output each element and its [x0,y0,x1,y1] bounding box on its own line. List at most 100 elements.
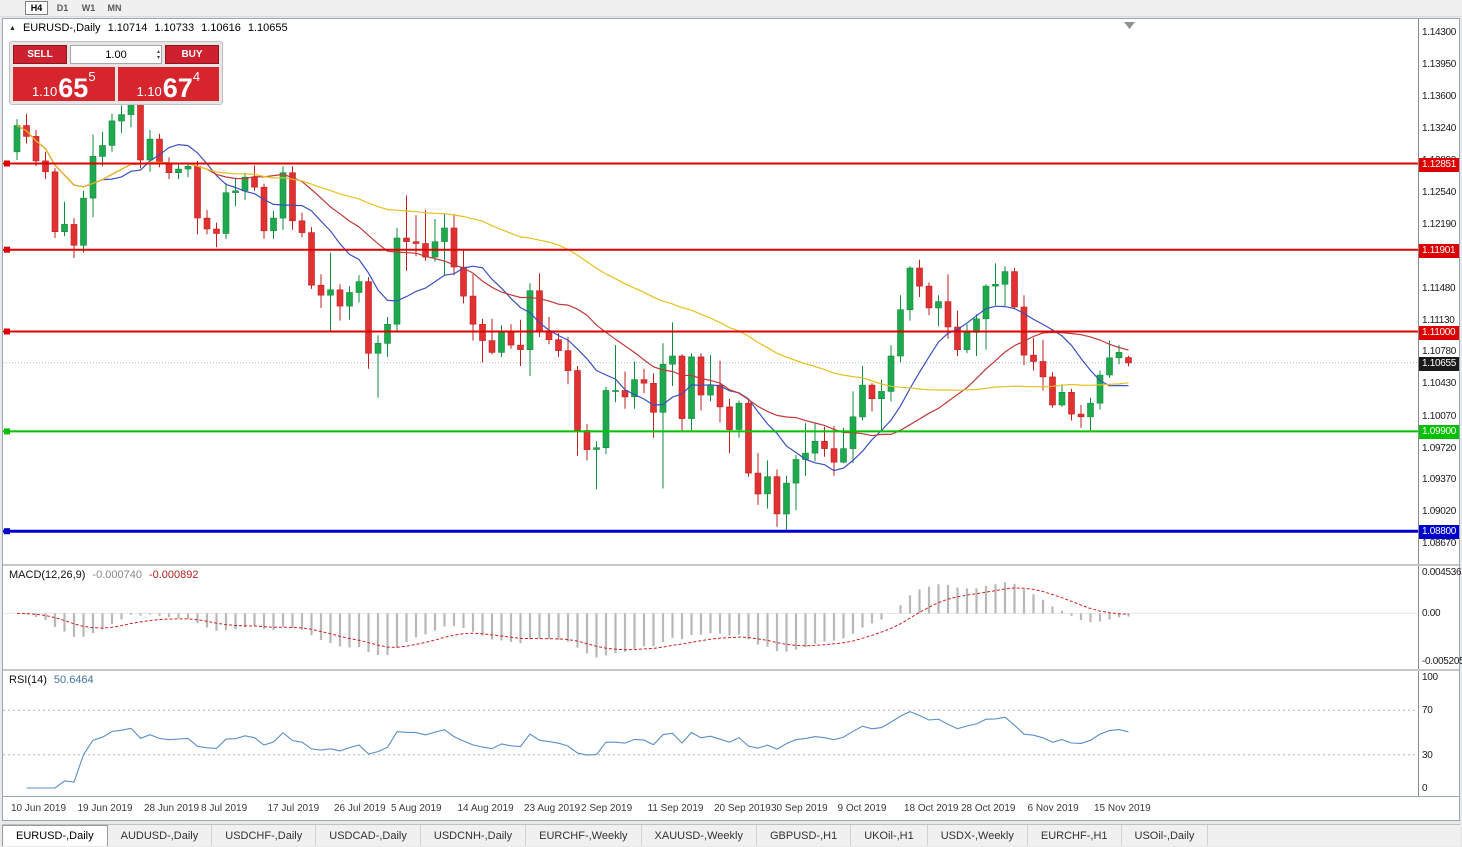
rsi-label: RSI(14) 50.6464 [9,674,94,686]
price-axis-label: 1.09370 [1422,474,1457,486]
price-axis-label: 1.10070 [1422,410,1457,422]
rsi-axis-label: 0 [1422,783,1428,794]
price-line-badge[interactable]: 1.11901 [1419,243,1459,258]
chart-tab-gbpusd[interactable]: GBPUSD-,H1 [757,825,852,846]
time-axis-label: 28 Oct 2019 [961,803,1016,814]
macd-signal-value: -0.000892 [148,569,199,581]
rsi-axis-label: 100 [1422,672,1438,683]
chart-shift-marker [1124,22,1135,29]
rsi-name: RSI(14) [9,674,47,686]
sell-button[interactable]: SELL [13,45,67,64]
price-axis-label: 1.08670 [1422,538,1457,549]
time-axis-label: 26 Jul 2019 [334,803,386,814]
macd-axis-label: 0.004536 [1422,567,1462,578]
chart-tab-bar: EURUSD-,Daily AUDUSD-,Daily USDCHF-,Daily U… [2,824,1460,846]
time-axis-label: 28 Jun 2019 [144,803,200,814]
panel-divider[interactable] [3,564,1459,566]
ohlc-high: 1.10733 [154,22,195,34]
chart-tab-usdcad[interactable]: USDCAD-,Daily [316,825,421,846]
chart-tab-audusd[interactable]: AUDUSD-,Daily [108,825,213,846]
chart-window: 1.143001.139501.136001.132401.128901.125… [2,18,1462,821]
buy-price-pips: 67 [162,72,193,103]
time-axis-label: 11 Sep 2019 [647,803,704,814]
buy-button[interactable]: BUY [165,45,219,64]
macd-indicator-chart[interactable] [3,566,1418,669]
price-axis-label: 1.12540 [1422,186,1457,198]
current-price-badge: 1.10655 [1419,356,1459,371]
chart-tab-eurchf[interactable]: EURCHF-,Weekly [526,825,642,846]
timeframe-mn-button[interactable]: MN [103,1,126,15]
chart-title: ▲ EURUSD-,Daily 1.10714 1.10733 1.10616 … [9,22,288,34]
price-axis-label: 1.09020 [1422,506,1457,518]
ohlc-close: 1.10655 [247,22,288,34]
buy-price-box[interactable]: 1.10 67 4 [117,67,219,103]
buy-price-point: 4 [192,69,201,84]
price-line-badge[interactable]: 1.12851 [1419,157,1459,172]
volume-up-icon[interactable]: ▴ [156,48,160,55]
price-axis-label: 1.13240 [1422,123,1457,135]
ohlc-low: 1.10616 [201,22,241,34]
timeframe-w1-button[interactable]: W1 [77,1,100,15]
time-axis-label: 23 Aug 2019 [524,803,581,814]
time-axis-label: 6 Nov 2019 [1027,803,1079,814]
macd-main-value: -0.000740 [92,569,142,581]
volume-value: 1.00 [105,48,127,61]
price-line-badge[interactable]: 1.09900 [1419,425,1459,440]
sell-price-base: 1.10 [31,83,58,99]
chart-tab-xauusd[interactable]: XAUUSD-,Weekly [642,825,757,846]
price-axis-label: 1.12190 [1422,218,1457,230]
macd-axis-label: 0.00 [1422,608,1441,620]
chart-tab-ukoil[interactable]: UKOil-,H1 [851,825,928,846]
volume-input[interactable]: 1.00 ▴ ▾ [70,45,162,64]
price-axis-label: 1.10780 [1422,346,1457,358]
one-click-collapse-icon[interactable]: ▲ [9,24,16,32]
time-axis-label: 9 Oct 2019 [837,803,887,814]
chart-tab-usdx[interactable]: USDX-,Weekly [928,825,1028,846]
price-line-badge[interactable]: 1.08800 [1419,525,1459,540]
chart-tab-usdchf[interactable]: USDCHF-,Daily [212,825,317,846]
chart-tab-usdcnh[interactable]: USDCNH-,Daily [421,825,527,846]
time-axis[interactable]: 10 Jun 2019 19 Jun 2019 28 Jun 2019 8 Jul 2… [3,796,1459,820]
time-axis-label: 15 Nov 2019 [1094,803,1151,814]
one-click-trading-panel: SELL 1.00 ▴ ▾ BUY 1.10 65 5 1.10 67 4 [9,41,223,105]
panel-divider[interactable] [3,669,1459,671]
time-axis-label: 18 Oct 2019 [904,803,959,814]
sell-price-point: 5 [88,69,96,84]
price-axis-label: 1.11130 [1422,314,1455,326]
price-axis-label: 1.10430 [1422,378,1457,390]
price-axis[interactable]: 1.143001.139501.136001.132401.128901.125… [1418,19,1462,796]
price-axis-label: 1.09720 [1422,442,1457,454]
time-axis-label: 30 Sep 2019 [771,803,828,814]
ohlc-open: 1.10714 [107,22,148,34]
macd-label: MACD(12,26,9) -0.000740 -0.000892 [9,569,199,581]
time-axis-label: 8 Jul 2019 [201,803,248,814]
macd-axis-label: -0.005205 [1422,656,1462,667]
timeframe-toolbar: H4 D1 W1 MN [0,0,1462,17]
price-axis-label: 1.13950 [1422,58,1457,70]
time-axis-label: 2 Sep 2019 [581,803,633,814]
rsi-axis-label: 30 [1422,749,1433,761]
macd-name: MACD(12,26,9) [9,569,86,581]
chart-symbol-period: EURUSD-,Daily [22,22,101,34]
price-axis-label: 1.13600 [1422,90,1457,102]
time-axis-label: 14 Aug 2019 [457,803,514,814]
timeframe-d1-button[interactable]: D1 [51,1,74,15]
volume-down-icon[interactable]: ▾ [156,54,160,61]
time-axis-label: 19 Jun 2019 [77,803,133,814]
sell-price-box[interactable]: 1.10 65 5 [13,67,115,101]
timeframe-h4-button[interactable]: H4 [25,1,48,15]
rsi-axis-label: 70 [1422,705,1433,717]
rsi-value: 50.6464 [53,674,94,686]
time-axis-label: 20 Sep 2019 [714,803,771,814]
time-axis-label: 5 Aug 2019 [391,803,442,814]
sell-price-pips: 65 [58,72,89,103]
price-line-badge[interactable]: 1.11000 [1419,325,1459,340]
chart-tab-eurusd[interactable]: EURUSD-,Daily [2,825,108,846]
rsi-indicator-chart[interactable] [3,671,1418,796]
time-axis-label: 17 Jul 2019 [267,803,320,814]
price-axis-label: 1.11480 [1422,282,1456,294]
candlestick-chart[interactable] [3,19,1418,564]
time-axis-label: 10 Jun 2019 [11,803,67,814]
chart-tab-usoil[interactable]: USOil-,Daily [1122,825,1209,846]
chart-tab-eurchf[interactable]: EURCHF-,H1 [1028,825,1122,846]
